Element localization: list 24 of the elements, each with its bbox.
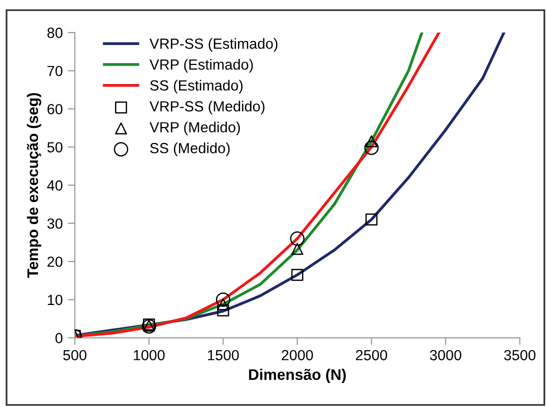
x-axis-title: Dimensão (N) (249, 368, 346, 384)
y-tick-label: 50 (47, 142, 62, 152)
legend-label: VRP (Medido) (150, 122, 240, 136)
y-tick-label: 60 (48, 104, 62, 114)
legend-label: VRP-SS (Estimado) (150, 38, 278, 52)
y-tick-label: 70 (48, 66, 62, 76)
x-tick-label: 2500 (356, 350, 388, 360)
x-tick-label: 1000 (134, 350, 165, 360)
x-tick-label: 1500 (208, 350, 239, 360)
x-tick-label: 2000 (282, 350, 313, 360)
y-tick-label: 0 (55, 332, 62, 344)
legend-label: VRP-SS (Medido) (150, 100, 264, 114)
legend-label: VRP (Estimado) (150, 59, 253, 73)
x-tick-label: 3000 (430, 350, 462, 360)
y-tick-label: 40 (47, 180, 62, 191)
y-tick-label: 10 (48, 294, 62, 306)
y-axis-title: Tempo de execução (seg) (26, 93, 42, 278)
y-tick-label: 80 (47, 28, 62, 38)
legend-label: SS (Estimado) (150, 80, 243, 94)
legend-label: SS (Medido) (150, 142, 230, 156)
y-tick-label: 20 (48, 256, 62, 267)
x-tick-label: 3500 (504, 350, 536, 360)
x-tick-label: 500 (63, 350, 86, 360)
y-tick-label: 30 (47, 218, 62, 229)
